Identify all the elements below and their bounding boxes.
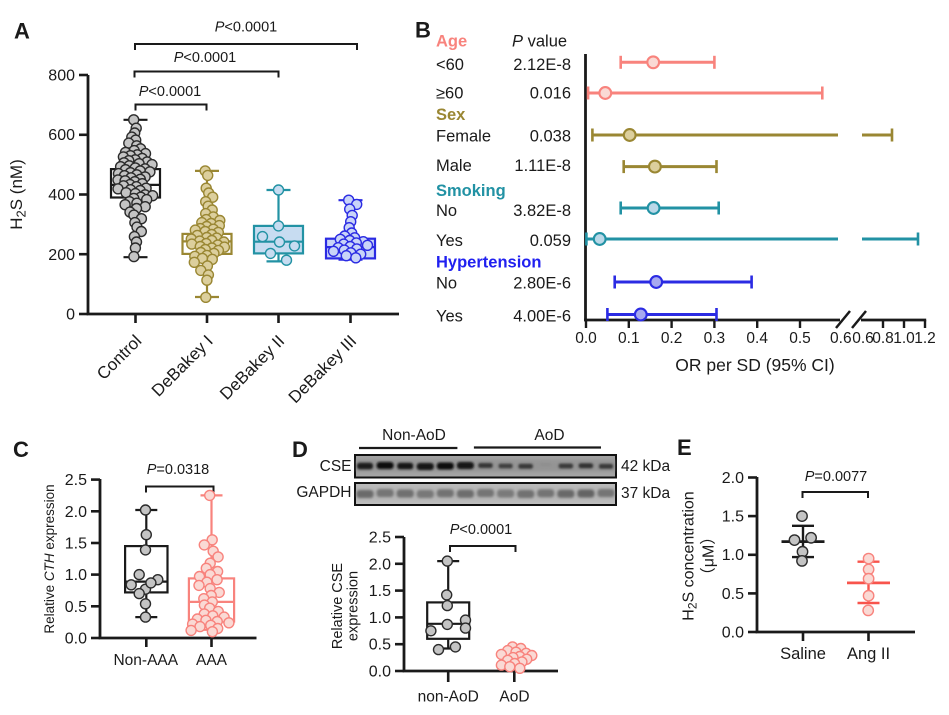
svg-text:E: E: [677, 435, 692, 460]
svg-text:0.0: 0.0: [722, 625, 744, 642]
svg-text:2.5: 2.5: [65, 472, 87, 489]
svg-text:Yes: Yes: [436, 308, 463, 326]
svg-text:2.12E-8: 2.12E-8: [513, 56, 571, 74]
svg-text:Ang II: Ang II: [847, 645, 890, 663]
svg-text:0.016: 0.016: [530, 85, 571, 103]
svg-text:A: A: [14, 19, 30, 44]
svg-text:1.0: 1.0: [893, 330, 915, 347]
svg-text:0.8: 0.8: [872, 330, 894, 347]
svg-text:Smoking: Smoking: [436, 182, 506, 200]
svg-text:C: C: [13, 437, 29, 462]
svg-text:No: No: [436, 275, 457, 293]
svg-text:P<0.0001: P<0.0001: [215, 20, 278, 36]
svg-text:B: B: [415, 18, 431, 43]
svg-text:4.00E-6: 4.00E-6: [513, 308, 571, 326]
svg-text:AAA: AAA: [196, 652, 228, 669]
svg-text:P value: P value: [512, 33, 567, 51]
svg-text:Non-AoD: Non-AoD: [382, 427, 446, 444]
svg-text:0.038: 0.038: [530, 128, 571, 146]
svg-text:AoD: AoD: [499, 689, 529, 706]
svg-text:1.5: 1.5: [369, 583, 391, 600]
svg-text:<60: <60: [436, 56, 464, 74]
svg-text:2.5: 2.5: [369, 530, 391, 547]
svg-text:CSE: CSE: [320, 458, 352, 475]
svg-text:200: 200: [48, 247, 75, 264]
svg-text:1.0: 1.0: [369, 610, 391, 627]
svg-text:expression: expression: [346, 571, 362, 641]
svg-text:2.0: 2.0: [722, 470, 744, 487]
svg-text:0.5: 0.5: [369, 637, 391, 654]
svg-text:0.2: 0.2: [661, 330, 683, 347]
svg-text:（μM）: （μM）: [700, 529, 718, 584]
svg-text:Yes: Yes: [436, 232, 463, 250]
svg-text:400: 400: [48, 187, 75, 204]
svg-text:2.0: 2.0: [369, 556, 391, 573]
svg-text:P=0.0077: P=0.0077: [805, 469, 868, 485]
svg-text:1.5: 1.5: [65, 536, 87, 553]
svg-text:0.059: 0.059: [530, 232, 571, 250]
svg-text:P<0.0001: P<0.0001: [174, 50, 237, 66]
svg-text:37 kDa: 37 kDa: [621, 485, 670, 502]
svg-text:H2S concentration: H2S concentration: [681, 491, 700, 620]
svg-text:0.4: 0.4: [746, 330, 768, 347]
svg-text:800: 800: [48, 68, 75, 85]
svg-text:Saline: Saline: [780, 645, 826, 663]
svg-text:P<0.0001: P<0.0001: [450, 522, 513, 538]
svg-text:0.5: 0.5: [722, 586, 744, 603]
svg-text:Hypertension: Hypertension: [436, 254, 541, 272]
svg-text:2.80E-6: 2.80E-6: [513, 275, 571, 293]
svg-text:0.1: 0.1: [618, 330, 640, 347]
svg-text:0.0: 0.0: [65, 631, 87, 648]
svg-text:3.82E-8: 3.82E-8: [513, 202, 571, 220]
svg-text:non-AoD: non-AoD: [418, 689, 479, 706]
svg-text:0.5: 0.5: [65, 599, 87, 616]
svg-text:Female: Female: [436, 128, 491, 146]
svg-text:1.2: 1.2: [914, 330, 936, 347]
svg-text:D: D: [292, 437, 308, 462]
svg-text:1.0: 1.0: [722, 547, 744, 564]
svg-text:P<0.0001: P<0.0001: [139, 84, 202, 100]
svg-text:Relative CTH expression: Relative CTH expression: [42, 484, 57, 633]
svg-text:0.5: 0.5: [789, 330, 811, 347]
svg-text:0.6: 0.6: [830, 330, 852, 347]
svg-text:1.5: 1.5: [722, 509, 744, 526]
svg-text:1.0: 1.0: [65, 567, 87, 584]
svg-text:Non-AAA: Non-AAA: [113, 652, 178, 669]
svg-text:600: 600: [48, 127, 75, 144]
svg-text:≥60: ≥60: [436, 85, 463, 103]
svg-text:H2S (nM): H2S (nM): [7, 159, 29, 230]
svg-text:No: No: [436, 202, 457, 220]
svg-text:Male: Male: [436, 157, 472, 175]
svg-text:Sex: Sex: [436, 106, 466, 124]
svg-text:Age: Age: [436, 33, 467, 51]
svg-text:0.3: 0.3: [704, 330, 726, 347]
svg-text:Relative CSE: Relative CSE: [330, 563, 346, 650]
svg-text:0: 0: [66, 307, 75, 324]
svg-text:0.0: 0.0: [369, 664, 391, 681]
svg-text:42 kDa: 42 kDa: [621, 458, 670, 475]
svg-text:1.11E-8: 1.11E-8: [514, 157, 571, 175]
svg-text:0.6: 0.6: [852, 330, 874, 347]
svg-text:AoD: AoD: [534, 427, 564, 444]
svg-text:OR per SD (95% CI): OR per SD (95% CI): [675, 355, 834, 375]
svg-text:P=0.0318: P=0.0318: [147, 462, 210, 478]
svg-text:GAPDH: GAPDH: [296, 484, 351, 501]
svg-text:2.0: 2.0: [65, 504, 87, 521]
svg-text:0.0: 0.0: [575, 330, 597, 347]
